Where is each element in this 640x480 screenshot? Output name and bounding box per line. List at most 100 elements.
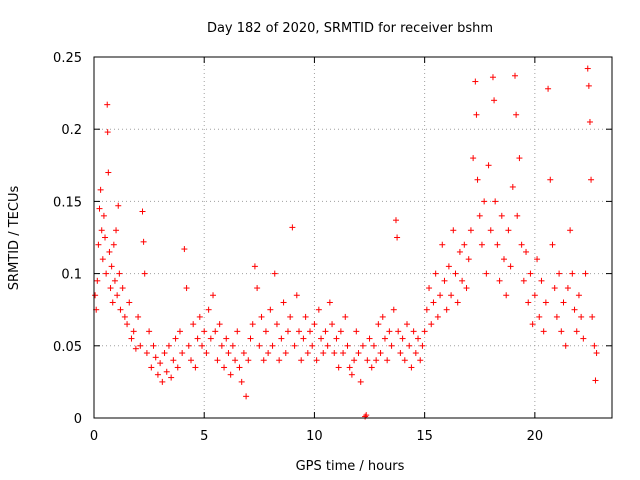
data-point: [291, 342, 298, 349]
data-point: [456, 248, 463, 255]
y-tick-label: 0.1: [61, 268, 82, 283]
data-point: [534, 256, 541, 263]
x-tick-label: 5: [200, 429, 208, 444]
data-point: [190, 321, 197, 328]
data-point: [525, 299, 532, 306]
data-point: [394, 234, 401, 241]
data-point: [386, 328, 393, 335]
data-point: [119, 285, 126, 292]
data-point: [481, 198, 488, 205]
data-point: [492, 198, 499, 205]
data-point: [589, 313, 596, 320]
data-point: [236, 364, 243, 371]
data-point: [254, 285, 261, 292]
data-point: [329, 321, 336, 328]
data-point: [472, 78, 479, 85]
data-point: [114, 292, 121, 299]
data-point: [333, 335, 340, 342]
data-point: [503, 292, 510, 299]
data-point: [110, 241, 117, 248]
data-point: [273, 321, 280, 328]
data-point: [527, 270, 534, 277]
data-point: [247, 335, 254, 342]
data-point: [363, 412, 370, 419]
data-point: [143, 350, 150, 357]
data-point: [256, 342, 263, 349]
y-axis-label: SRMTID / TECUs: [7, 186, 22, 291]
data-point: [262, 328, 269, 335]
data-point: [240, 350, 247, 357]
data-point: [483, 270, 490, 277]
data-point: [168, 374, 175, 381]
data-point: [282, 350, 289, 357]
data-point: [176, 328, 183, 335]
data-point: [415, 335, 422, 342]
data-point: [423, 306, 430, 313]
data-point: [542, 299, 549, 306]
data-point: [97, 186, 104, 193]
data-point: [399, 335, 406, 342]
data-point: [212, 328, 219, 335]
data-point: [243, 393, 250, 400]
data-point: [203, 350, 210, 357]
data-point: [474, 176, 481, 183]
data-point: [505, 227, 512, 234]
data-point: [518, 241, 525, 248]
data-point: [148, 364, 155, 371]
data-point: [105, 169, 112, 176]
data-point: [99, 256, 106, 263]
data-point: [113, 227, 120, 234]
data-point: [531, 292, 538, 299]
data-point: [245, 357, 252, 364]
x-tick-label: 0: [90, 429, 98, 444]
data-point: [421, 328, 428, 335]
data-point: [428, 321, 435, 328]
x-tick-label: 10: [306, 429, 323, 444]
data-point: [592, 377, 599, 384]
data-point: [401, 357, 408, 364]
data-point: [278, 335, 285, 342]
data-point: [551, 285, 558, 292]
data-point: [289, 224, 296, 231]
data-point: [185, 342, 192, 349]
data-point: [585, 82, 592, 89]
data-point: [560, 299, 567, 306]
data-point: [102, 234, 109, 241]
data-point: [315, 306, 322, 313]
data-point: [348, 371, 355, 378]
data-point: [238, 378, 245, 385]
data-point: [276, 357, 283, 364]
data-point: [573, 328, 580, 335]
data-point: [395, 328, 402, 335]
data-point: [337, 328, 344, 335]
data-point: [280, 299, 287, 306]
data-point: [293, 292, 300, 299]
data-point: [359, 342, 366, 349]
data-point: [388, 342, 395, 349]
data-point: [454, 299, 461, 306]
data-point: [104, 129, 111, 136]
data-point: [485, 162, 492, 169]
data-point: [302, 313, 309, 320]
data-point: [265, 350, 272, 357]
data-point: [375, 321, 382, 328]
data-point: [100, 212, 107, 219]
data-point: [111, 277, 118, 284]
data-point: [441, 277, 448, 284]
data-point: [199, 342, 206, 349]
data-point: [520, 277, 527, 284]
data-point: [467, 227, 474, 234]
data-point: [392, 217, 399, 224]
data-point: [157, 360, 164, 367]
data-point: [146, 328, 153, 335]
data-point: [582, 270, 589, 277]
data-point: [229, 342, 236, 349]
data-point: [536, 313, 543, 320]
data-point: [207, 335, 214, 342]
grid-layer: [94, 57, 612, 418]
data-point: [161, 350, 168, 357]
data-point: [509, 183, 516, 190]
data-point: [295, 328, 302, 335]
data-point: [324, 342, 331, 349]
